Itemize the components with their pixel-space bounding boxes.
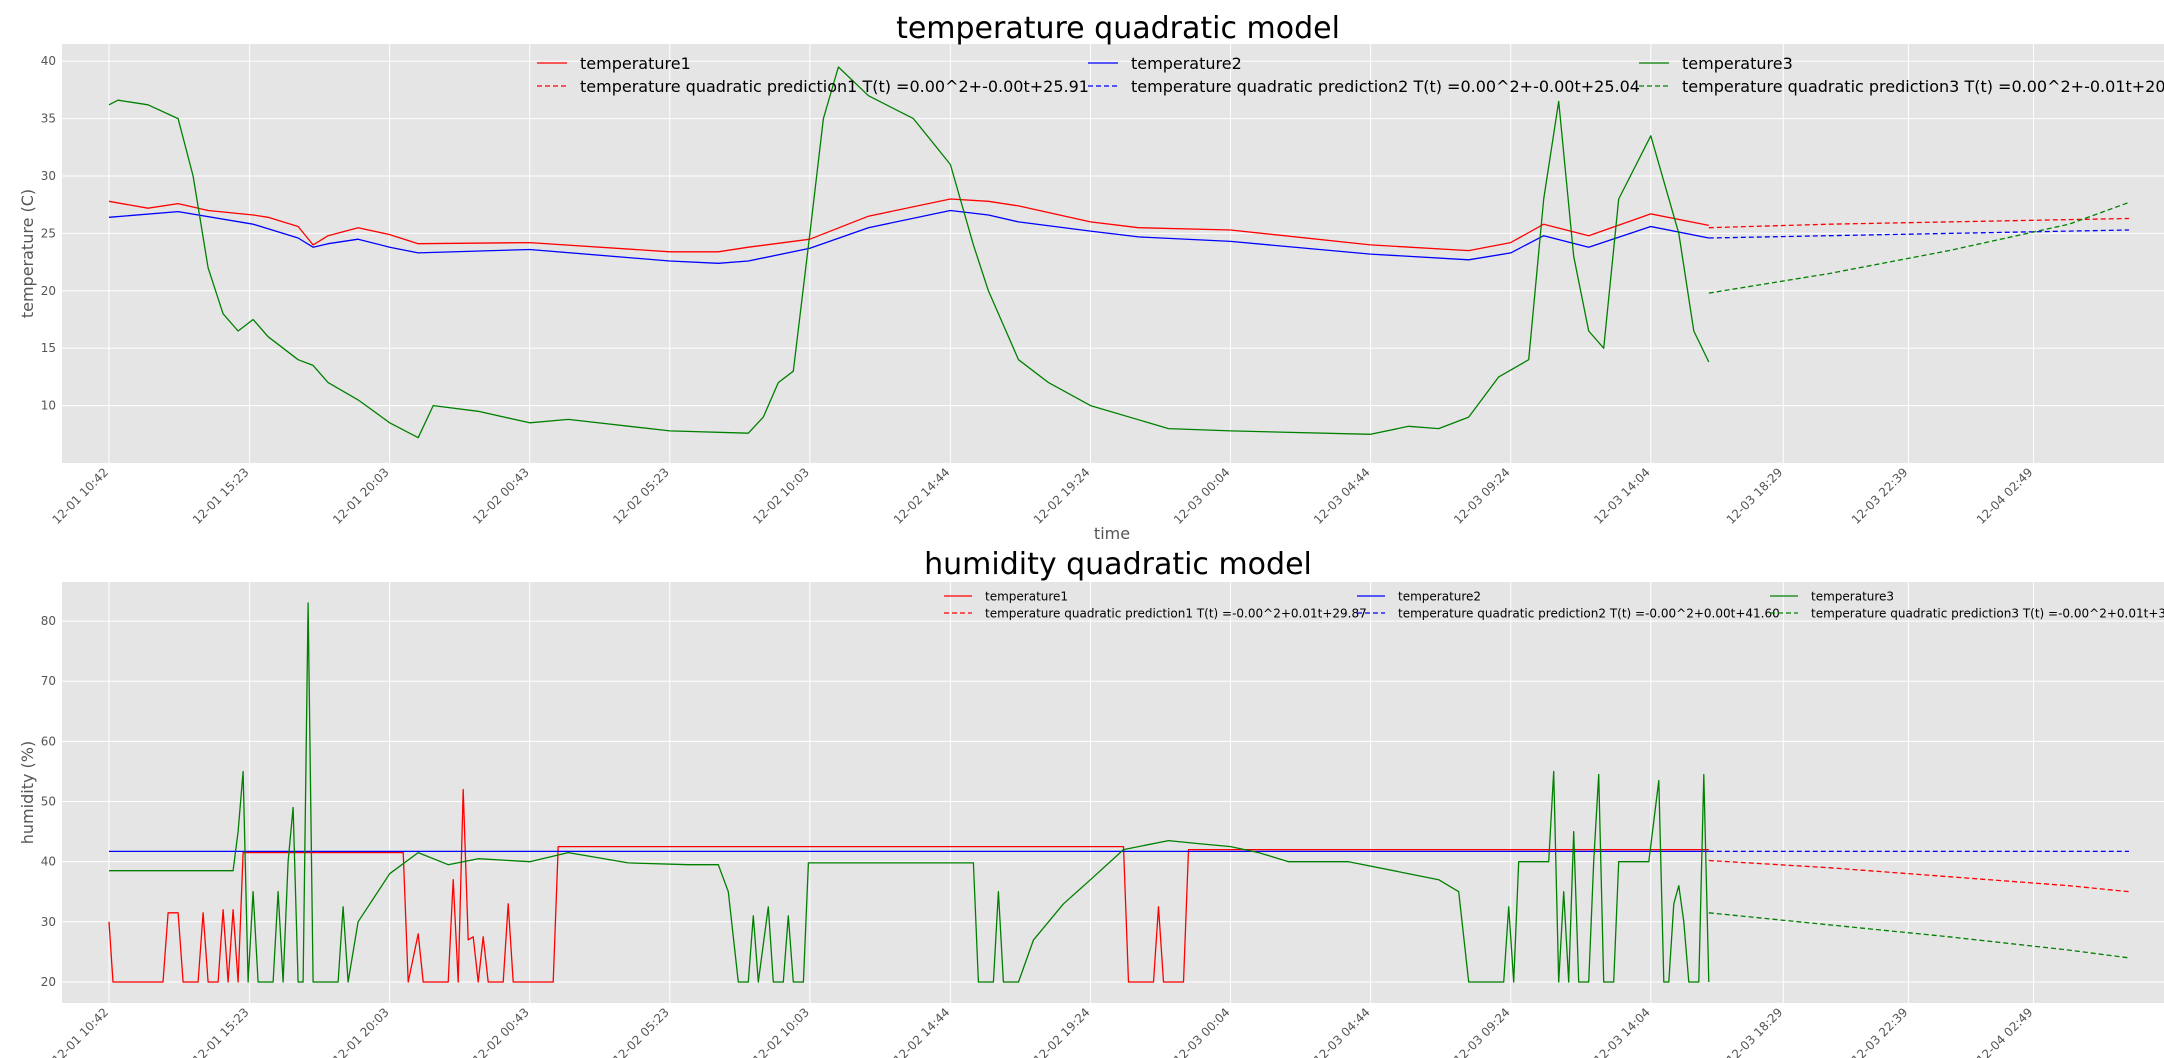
x-tick-label: 12-02 10:03 [750,1005,812,1058]
legend-label: temperature1 [580,54,691,73]
legend-label: temperature2 [1398,589,1481,603]
legend-label: temperature quadratic prediction3 T(t) =… [1811,606,2164,620]
legend-label: temperature quadratic prediction1 T(t) =… [985,606,1367,620]
y-tick-label: 25 [41,226,56,240]
prediction-line [1708,201,2130,294]
series-line [109,602,1710,983]
series-line [108,209,1709,264]
y-tick-label: 10 [41,399,56,413]
x-tick-label: 12-03 04:44 [1311,465,1373,527]
plot-background [62,44,2164,463]
series-group [108,602,2130,983]
prediction-line [1708,859,2130,893]
y-tick-label: 60 [41,734,56,748]
legend-label: temperature3 [1811,589,1894,603]
x-tick-label: 12-01 10:42 [49,1005,111,1058]
series-line [108,788,1709,983]
x-tick-label: 12-03 00:04 [1171,465,1233,527]
x-tick-label: 12-02 14:44 [891,1005,953,1058]
legend-label: temperature quadratic prediction2 T(t) =… [1398,606,1780,620]
series-group [108,66,2130,439]
x-tick-label: 12-03 18:29 [1724,465,1786,527]
x-tick-label: 12-02 14:44 [891,465,953,527]
x-tick-label: 12-01 15:23 [190,1005,252,1058]
y-tick-label: 40 [41,855,56,869]
x-tick-label: 12-01 10:42 [49,465,111,527]
prediction-line [1708,229,2130,239]
x-tick-label: 12-04 02:49 [1974,1005,2036,1058]
x-tick-label: 12-02 05:23 [610,465,672,527]
x-tick-label: 12-01 20:03 [330,465,392,527]
y-tick-label: 40 [41,54,56,68]
y-axis-label: temperature (C) [18,189,37,318]
legend-label: temperature1 [985,589,1068,603]
x-tick-label: 12-03 22:39 [1849,465,1911,527]
x-tick-label: 12-02 10:03 [750,465,812,527]
legend-label: temperature2 [1131,54,1242,73]
chart-title: humidity quadratic model [924,547,1312,582]
y-tick-label: 20 [41,284,56,298]
x-tick-label: 12-03 18:29 [1724,1005,1786,1058]
y-tick-label: 30 [41,169,56,183]
prediction-line [1708,912,2130,959]
y-tick-label: 35 [41,112,56,126]
x-tick-label: 12-03 22:39 [1849,1005,1911,1058]
y-tick-label: 50 [41,795,56,809]
x-tick-label: 12-02 05:23 [610,1005,672,1058]
x-tick-label: 12-03 00:04 [1171,1005,1233,1058]
x-tick-label: 12-01 15:23 [190,465,252,527]
y-tick-label: 70 [41,674,56,688]
y-tick-label: 20 [41,975,56,989]
x-tick-label: 12-02 00:43 [470,465,532,527]
legend-label: temperature quadratic prediction2 T(t) =… [1131,77,1640,96]
legend-label: temperature quadratic prediction1 T(t) =… [580,77,1089,96]
x-tick-label: 12-02 00:43 [470,1005,532,1058]
legend-label: temperature3 [1682,54,1793,73]
chart-title: temperature quadratic model [896,11,1340,46]
legend-label: temperature quadratic prediction3 T(t) =… [1682,77,2164,96]
x-tick-label: 12-03 09:24 [1451,1005,1513,1058]
x-tick-label: 12-03 04:44 [1311,1005,1373,1058]
plot-background [62,582,2164,1003]
y-tick-label: 30 [41,915,56,929]
x-tick-label: 12-02 19:24 [1031,465,1093,527]
x-tick-label: 12-03 14:04 [1591,465,1653,527]
x-tick-label: 12-03 14:04 [1591,1005,1653,1058]
y-axis-label: humidity (%) [18,741,37,844]
x-tick-label: 12-01 20:03 [330,1005,392,1058]
prediction-line [1708,217,2130,229]
x-tick-label: 12-02 19:24 [1031,1005,1093,1058]
series-line [108,66,1710,439]
x-tick-label: 12-04 02:49 [1974,465,2036,527]
y-tick-label: 80 [41,614,56,628]
y-tick-label: 15 [41,341,56,355]
x-tick-label: 12-03 09:24 [1451,465,1513,527]
x-axis-label: time [1094,524,1130,543]
series-line [108,198,1709,253]
